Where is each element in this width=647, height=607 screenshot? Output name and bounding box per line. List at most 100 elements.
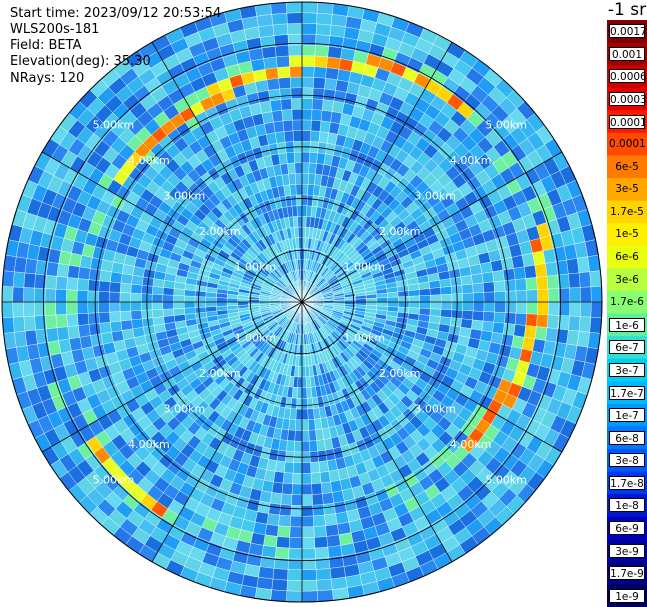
range-gate-cell bbox=[272, 23, 289, 36]
range-gate-cell bbox=[152, 316, 165, 326]
range-gate-cell bbox=[502, 323, 516, 336]
colorbar-tick-label: 0.0017 bbox=[609, 24, 647, 39]
range-gate-cell bbox=[534, 263, 548, 278]
colorbar-tick-label: 3e-8 bbox=[609, 453, 645, 468]
range-gate-cell bbox=[162, 301, 174, 310]
range-gate-cell bbox=[78, 324, 91, 338]
range-gate-cell bbox=[440, 309, 452, 318]
range-gate-cell bbox=[273, 120, 285, 133]
range-gate-cell bbox=[429, 287, 442, 296]
range-gate-cell bbox=[576, 256, 590, 274]
range-gate-cell bbox=[325, 524, 340, 537]
colorbar-tick-label: 6e-6 bbox=[615, 251, 639, 264]
range-gate-cell bbox=[119, 310, 132, 322]
range-gate-cell bbox=[1, 301, 14, 318]
range-gate-cell bbox=[24, 329, 38, 346]
range-label: 5.00km bbox=[485, 473, 527, 486]
range-gate-cell bbox=[45, 314, 58, 330]
range-gate-cell bbox=[316, 578, 333, 592]
colorbar-swatch bbox=[607, 178, 647, 202]
range-gate-cell bbox=[321, 99, 335, 112]
range-gate-cell bbox=[162, 287, 175, 296]
range-gate-cell bbox=[163, 315, 176, 324]
range-gate-cell bbox=[473, 301, 485, 312]
range-gate-cell bbox=[14, 330, 28, 348]
range-gate-cell bbox=[56, 326, 70, 341]
range-gate-cell bbox=[292, 473, 303, 485]
range-gate-cell bbox=[419, 301, 431, 309]
range-gate-cell bbox=[500, 257, 514, 271]
range-gate-cell bbox=[330, 479, 343, 493]
range-gate-cell bbox=[315, 23, 332, 36]
range-gate-cell bbox=[323, 502, 336, 516]
range-gate-cell bbox=[311, 493, 324, 506]
range-gate-cell bbox=[301, 162, 310, 174]
range-gate-cell bbox=[505, 290, 517, 303]
range-gate-cell bbox=[325, 67, 340, 80]
start-time-text: Start time: 2023/09/12 20:53:54 bbox=[10, 6, 222, 21]
range-gate-cell bbox=[569, 287, 581, 303]
range-gate-cell bbox=[301, 366, 307, 378]
range-gate-cell bbox=[290, 194, 298, 207]
azimuth-spoke bbox=[151, 301, 303, 563]
range-gate-cell bbox=[131, 318, 144, 330]
range-gate-cell bbox=[270, 2, 288, 15]
range-label: 1.00km bbox=[343, 331, 385, 344]
range-gate-cell bbox=[291, 494, 303, 506]
range-gate-cell bbox=[310, 130, 321, 143]
range-gate-cell bbox=[297, 216, 303, 228]
colorbar-tick-label: 6e-8 bbox=[609, 430, 645, 445]
range-gate-cell bbox=[278, 77, 291, 90]
range-gate-cell bbox=[301, 87, 314, 99]
range-gate-cell bbox=[398, 301, 410, 308]
range-gate-cell bbox=[324, 513, 338, 526]
range-gate-cell bbox=[294, 430, 303, 442]
range-gate-cell bbox=[226, 301, 238, 307]
range-gate-cell bbox=[281, 482, 293, 495]
range-gate-cell bbox=[526, 289, 538, 303]
colorbar-tick-label: 6e-5 bbox=[615, 160, 639, 173]
range-gate-cell bbox=[288, 537, 303, 549]
range-gate-cell bbox=[291, 98, 303, 110]
range-gate-cell bbox=[326, 56, 341, 70]
range-label: 5.00km bbox=[93, 473, 135, 486]
range-gate-cell bbox=[430, 294, 442, 303]
range-gate-cell bbox=[326, 534, 341, 548]
range-gate-cell bbox=[492, 321, 505, 335]
range-gate-cell bbox=[314, 536, 328, 549]
range-gate-cell bbox=[397, 290, 410, 298]
range-gate-cell bbox=[298, 237, 303, 249]
range-gate-cell bbox=[440, 293, 453, 303]
range-gate-cell bbox=[295, 173, 303, 185]
range-gate-cell bbox=[308, 162, 317, 175]
range-gate-cell bbox=[387, 296, 399, 303]
range-gate-cell bbox=[490, 259, 504, 273]
range-gate-cell bbox=[306, 387, 313, 399]
range-gate-cell bbox=[194, 296, 206, 303]
range-gate-cell bbox=[263, 534, 278, 548]
range-gate-cell bbox=[578, 271, 592, 288]
range-gate-cell bbox=[66, 313, 79, 327]
range-gate-cell bbox=[296, 205, 303, 217]
range-gate-cell bbox=[545, 327, 558, 343]
range-gate-cell bbox=[301, 12, 318, 24]
range-gate-cell bbox=[408, 289, 420, 297]
device-name-text: WLS200s-181 bbox=[10, 22, 100, 37]
range-gate-cell bbox=[471, 319, 484, 331]
range-gate-cell bbox=[76, 290, 89, 303]
range-gate-cell bbox=[387, 291, 399, 298]
range-gate-cell bbox=[44, 301, 57, 316]
range-gate-cell bbox=[301, 355, 306, 367]
range-label: 5.00km bbox=[485, 119, 527, 132]
range-gate-cell bbox=[301, 515, 314, 528]
range-label: 3.00km bbox=[164, 190, 206, 203]
azimuth-spoke bbox=[41, 151, 303, 303]
range-gate-cell bbox=[312, 87, 325, 100]
range-gate-cell bbox=[310, 119, 322, 132]
range-gate-cell bbox=[88, 323, 102, 336]
range-gate-cell bbox=[569, 301, 581, 317]
range-gate-cell bbox=[109, 311, 122, 323]
range-gate-cell bbox=[295, 408, 303, 421]
azimuth-spoke bbox=[301, 301, 453, 563]
range-gate-cell bbox=[311, 482, 323, 495]
